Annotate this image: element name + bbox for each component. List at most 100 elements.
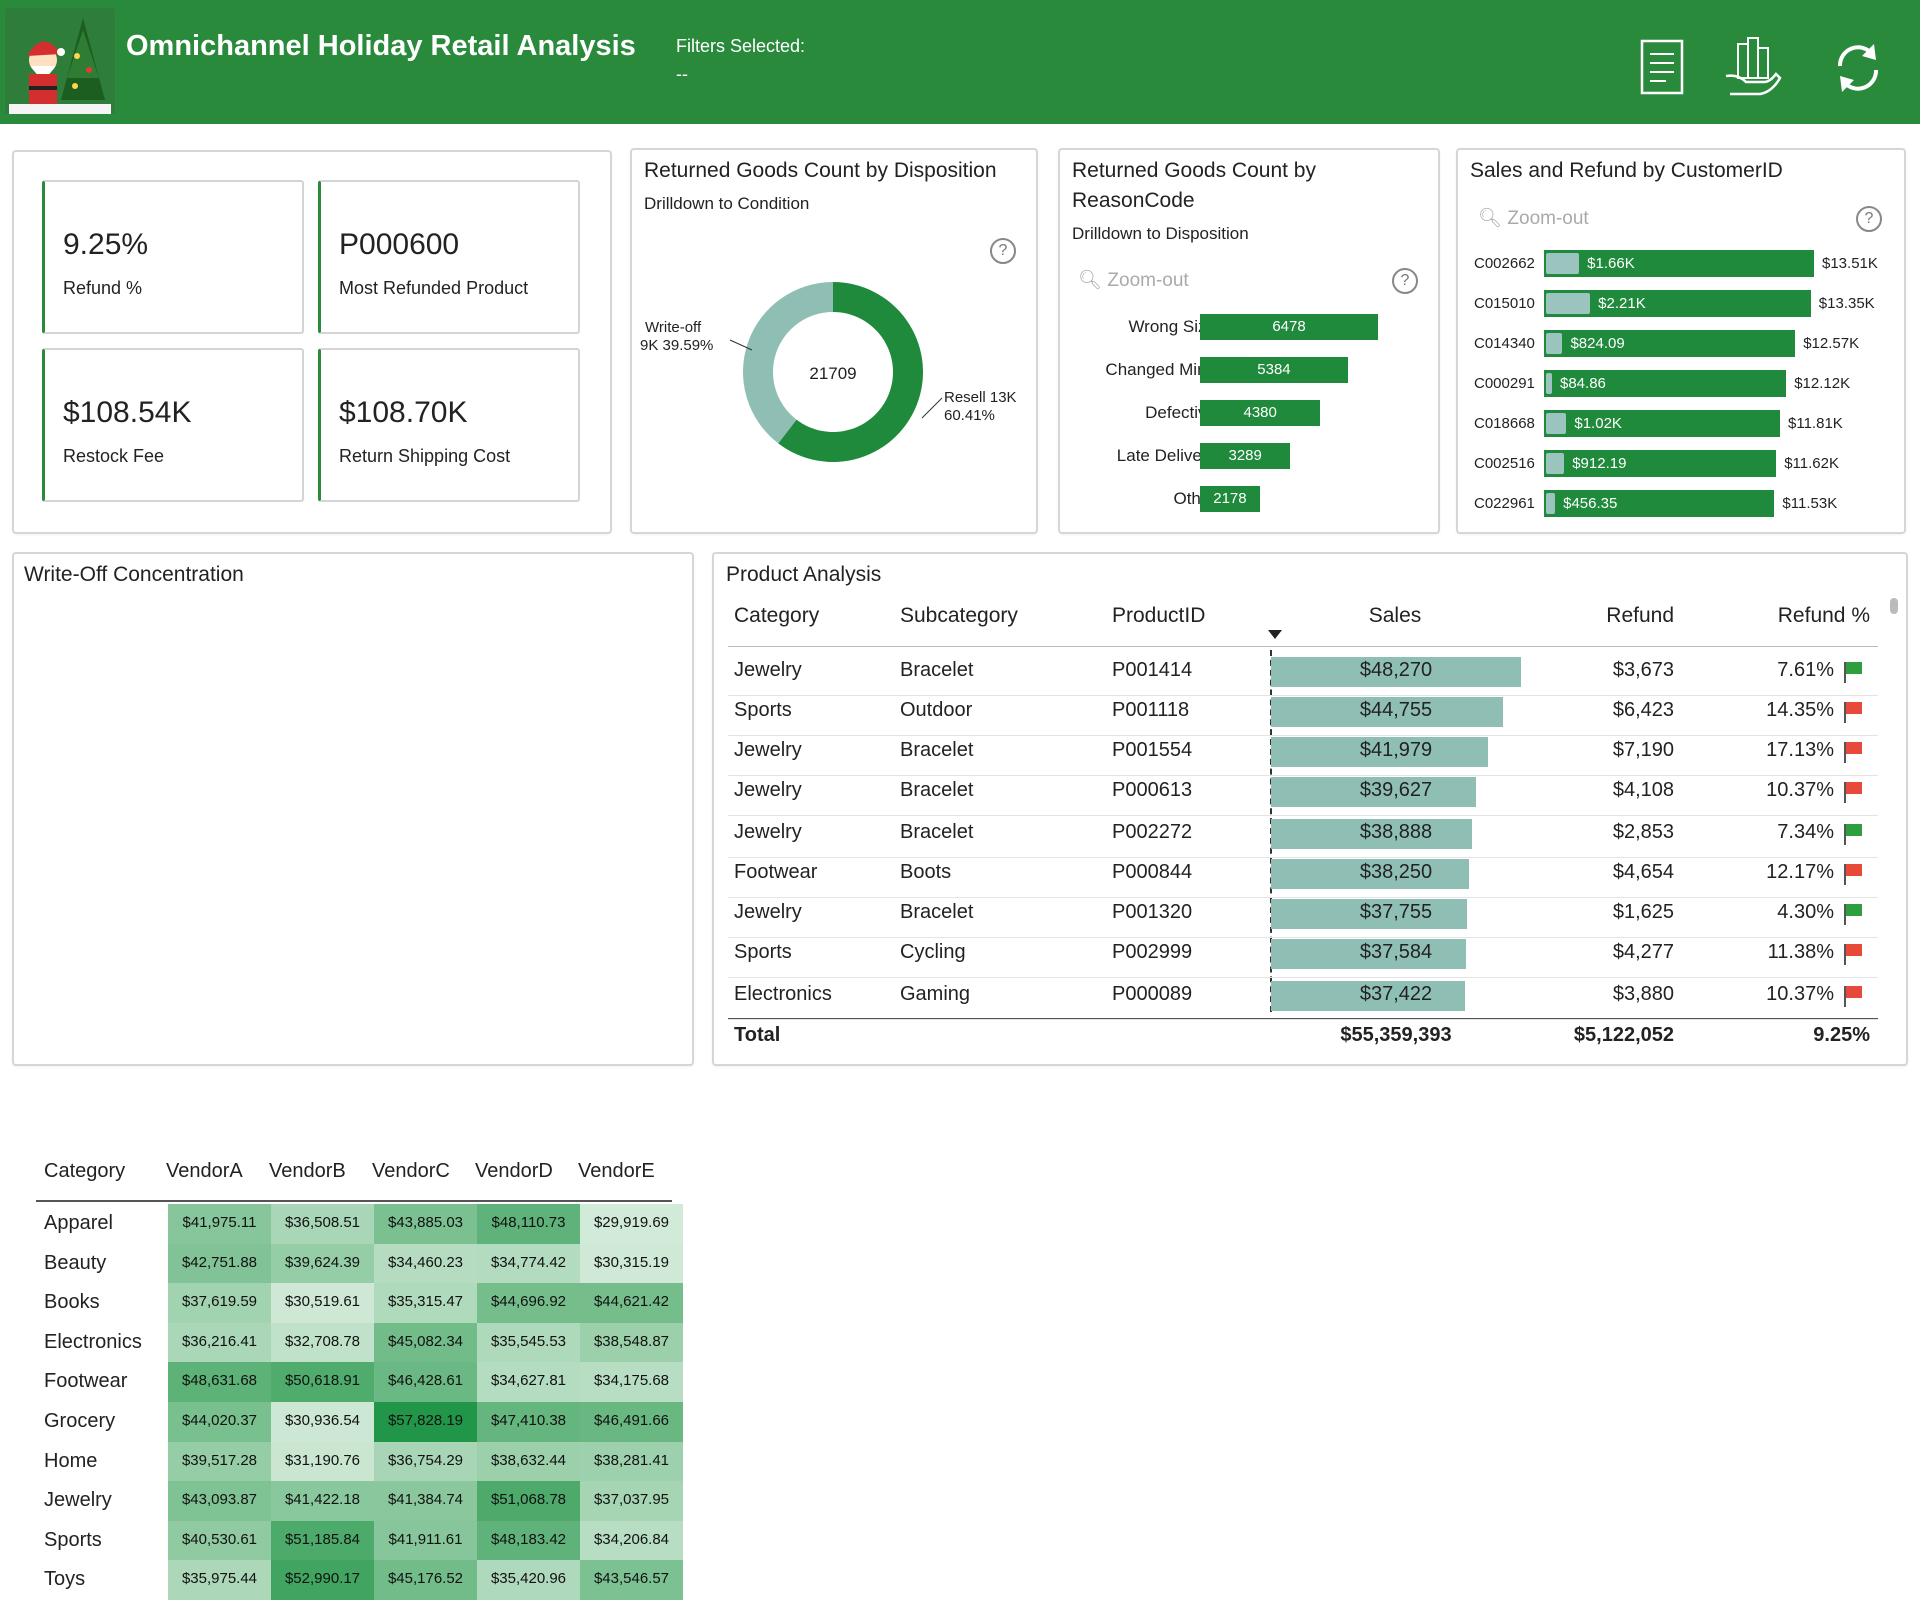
heatmap-cell[interactable]: $32,708.78 [271, 1322, 374, 1363]
heatmap-cell[interactable]: $35,545.53 [477, 1322, 580, 1363]
report-icon[interactable] [1632, 36, 1696, 100]
heatmap-cell[interactable]: $38,632.44 [477, 1441, 580, 1482]
heatmap-cell[interactable]: $43,885.03 [374, 1204, 477, 1244]
heatmap-cell[interactable]: $41,384.74 [374, 1481, 477, 1522]
table-column-header[interactable]: Refund % [1777, 604, 1870, 627]
heatmap-cell[interactable]: $47,410.38 [477, 1402, 580, 1442]
heatmap-cell[interactable]: $41,911.61 [374, 1520, 477, 1561]
heatmap-cell[interactable]: $48,631.68 [168, 1362, 271, 1403]
heatmap-column-header[interactable]: VendorE [578, 1160, 655, 1182]
heatmap-row-label[interactable]: Sports [44, 1528, 102, 1551]
heatmap-cell[interactable]: $37,037.95 [580, 1481, 683, 1522]
heatmap-cell[interactable]: $57,828.19 [374, 1402, 477, 1442]
heatmap-row-label[interactable]: Home [44, 1449, 98, 1472]
heatmap-cell[interactable]: $34,460.23 [374, 1243, 477, 1284]
customer-sales-bar[interactable]: $456.35 [1544, 490, 1775, 517]
heatmap-cell[interactable]: $52,990.17 [271, 1560, 374, 1600]
heatmap-cell[interactable]: $35,315.47 [374, 1283, 477, 1324]
sales-bar[interactable] [1271, 899, 1467, 929]
heatmap-cell[interactable]: $42,751.88 [168, 1243, 271, 1284]
reason-bar[interactable]: 2178 [1200, 486, 1260, 512]
heatmap-column-header[interactable]: VendorA [166, 1160, 243, 1182]
heatmap-cell[interactable]: $39,517.28 [168, 1441, 271, 1482]
heatmap-cell[interactable]: $41,422.18 [271, 1481, 374, 1522]
sales-bar[interactable] [1271, 859, 1470, 889]
reason-bar[interactable]: 3289 [1200, 443, 1291, 469]
heatmap-cell[interactable]: $34,774.42 [477, 1243, 580, 1284]
heatmap-cell[interactable]: $34,627.81 [477, 1362, 580, 1403]
heatmap-cell[interactable]: $43,546.57 [580, 1560, 683, 1600]
heatmap-row-label[interactable]: Apparel [44, 1212, 113, 1234]
heatmap-cell[interactable]: $38,548.87 [580, 1322, 683, 1363]
heatmap-row-label[interactable]: Beauty [44, 1251, 107, 1274]
heatmap-cell[interactable]: $44,020.37 [168, 1402, 271, 1442]
heatmap-cell[interactable]: $36,508.51 [271, 1204, 374, 1244]
table-column-header[interactable]: ProductID [1112, 604, 1206, 627]
donut-chart[interactable]: 21709 Write-off 9K 39.59% Resell 13K 60.… [632, 150, 1036, 532]
help-icon[interactable]: ? [1856, 206, 1882, 232]
heatmap-cell[interactable]: $44,696.92 [477, 1283, 580, 1324]
donut-slice-writeoff[interactable] [743, 282, 833, 444]
refresh-icon[interactable] [1826, 36, 1890, 100]
table-column-header[interactable]: Category [734, 604, 820, 627]
donut-slice-resell[interactable] [778, 282, 923, 462]
scrollbar[interactable] [1890, 598, 1898, 614]
heatmap-row-label[interactable]: Footwear [44, 1370, 128, 1393]
sales-bar[interactable] [1271, 657, 1521, 687]
heatmap-column-header[interactable]: VendorB [269, 1160, 346, 1182]
sales-bar[interactable] [1271, 737, 1489, 767]
heatmap-cell[interactable]: $48,110.73 [477, 1204, 580, 1244]
heatmap-cell[interactable]: $41,975.11 [168, 1204, 271, 1244]
heatmap-cell[interactable]: $34,206.84 [580, 1520, 683, 1561]
customer-refund-bar[interactable] [1546, 333, 1563, 354]
sales-bar[interactable] [1271, 981, 1465, 1011]
heatmap-cell[interactable]: $36,754.29 [374, 1441, 477, 1482]
heatmap-cell[interactable]: $45,176.52 [374, 1560, 477, 1600]
table-column-header[interactable]: Subcategory [900, 604, 1018, 627]
customer-sales-bar[interactable]: $912.19 [1544, 450, 1777, 477]
help-icon[interactable]: ? [1392, 268, 1418, 294]
heatmap-cell[interactable]: $30,936.54 [271, 1402, 374, 1442]
zoom-out-button[interactable]: 🔍︎ Zoom-out [1478, 206, 1589, 230]
heatmap-cell[interactable]: $37,619.59 [168, 1283, 271, 1324]
customer-sales-bar[interactable]: $824.09 [1544, 330, 1796, 357]
heatmap-column-header[interactable]: VendorC [372, 1160, 450, 1182]
reason-bar[interactable]: 4380 [1200, 400, 1321, 426]
customer-sales-bar[interactable]: $2.21K [1544, 290, 1811, 317]
heatmap-cell[interactable]: $51,068.78 [477, 1481, 580, 1522]
customer-refund-bar[interactable] [1546, 453, 1565, 474]
heatmap-cell[interactable]: $38,281.41 [580, 1441, 683, 1482]
customer-refund-bar[interactable] [1546, 373, 1552, 394]
customer-refund-bar[interactable] [1546, 253, 1580, 274]
customer-refund-bar[interactable] [1546, 413, 1567, 434]
customer-sales-bar[interactable]: $1.66K [1544, 250, 1814, 277]
customer-refund-bar[interactable] [1546, 293, 1591, 314]
sales-bar[interactable] [1271, 697, 1503, 727]
customer-refund-bar[interactable] [1546, 493, 1556, 514]
reason-bar[interactable]: 6478 [1200, 314, 1378, 340]
heatmap-cell[interactable]: $51,185.84 [271, 1520, 374, 1561]
heatmap-cell[interactable]: $45,082.34 [374, 1322, 477, 1363]
heatmap-cell[interactable]: $31,190.76 [271, 1441, 374, 1482]
heatmap-row-label[interactable]: Toys [44, 1568, 86, 1591]
heatmap-cell[interactable]: $40,530.61 [168, 1520, 271, 1561]
heatmap-row-label[interactable]: Books [44, 1291, 100, 1314]
heatmap-cell[interactable]: $29,919.69 [580, 1204, 683, 1244]
heatmap-cell[interactable]: $44,621.42 [580, 1283, 683, 1324]
heatmap-cell[interactable]: $43,093.87 [168, 1481, 271, 1522]
heatmap-cell[interactable]: $48,183.42 [477, 1520, 580, 1561]
heatmap-row-label[interactable]: Electronics [44, 1330, 142, 1353]
heatmap-cell[interactable]: $46,491.66 [580, 1402, 683, 1442]
heatmap-cell[interactable]: $46,428.61 [374, 1362, 477, 1403]
sort-descending-icon[interactable] [1268, 630, 1282, 639]
table-column-header[interactable]: Refund [1606, 604, 1674, 627]
sales-bar[interactable] [1271, 777, 1477, 807]
heatmap-cell[interactable]: $34,175.68 [580, 1362, 683, 1403]
customer-sales-bar[interactable]: $84.86 [1544, 370, 1787, 397]
heatmap-cell[interactable]: $35,975.44 [168, 1560, 271, 1600]
heatmap-row-label[interactable]: Grocery [44, 1410, 116, 1432]
heatmap-cell[interactable]: $30,315.19 [580, 1243, 683, 1284]
sales-bar[interactable] [1271, 819, 1473, 849]
heatmap-cell[interactable]: $50,618.91 [271, 1362, 374, 1403]
sales-bar[interactable] [1271, 939, 1466, 969]
